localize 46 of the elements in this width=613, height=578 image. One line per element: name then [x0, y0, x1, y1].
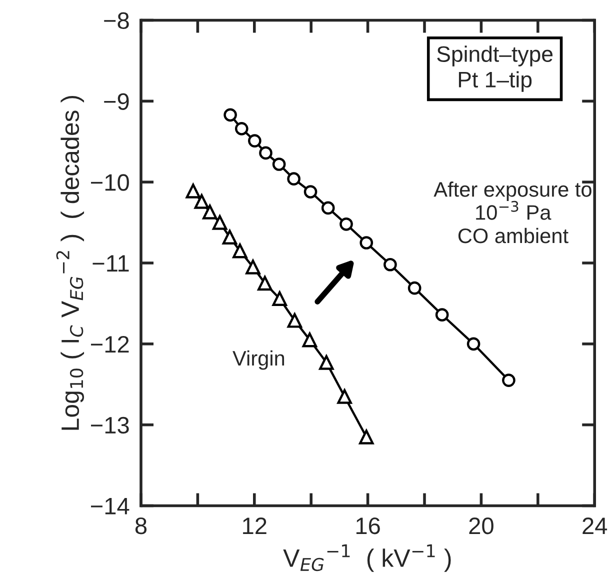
point: [272, 291, 287, 306]
point: [194, 194, 210, 209]
y-tick-label: −11: [92, 255, 129, 272]
point: [304, 185, 318, 198]
point: [248, 134, 262, 148]
y-tick-label: −12: [90, 336, 129, 352]
x-axis-title: V$_{EG}$$^{−1}$ ( kV$^{−1}$ ): [283, 544, 451, 572]
point: [435, 308, 449, 322]
point: [222, 230, 238, 244]
point: [258, 276, 272, 291]
x-tick-label: 8: [135, 517, 147, 534]
point: [287, 172, 300, 186]
y-axis-title: Log$_{10}$ ( I$_{C}$ V$_{EG}$$^{−2}$ ) ( decades ): [56, 96, 84, 430]
x-tick-label: 20: [469, 517, 494, 534]
point: [232, 243, 248, 258]
point: [360, 236, 374, 250]
point: [384, 258, 397, 272]
y-tick-label: −8: [104, 12, 129, 30]
y-tick-label: −13: [90, 416, 129, 434]
x-tick-label: 24: [582, 517, 608, 534]
point: [340, 217, 353, 231]
y-tick-label: −14: [90, 498, 130, 514]
point: [202, 204, 218, 220]
point: [246, 260, 260, 274]
point: [321, 201, 335, 215]
point: [224, 108, 237, 122]
x-tick-label: 16: [356, 517, 380, 534]
point: [212, 215, 228, 230]
point: [408, 281, 422, 295]
point: [259, 146, 272, 160]
x-tick-label: 12: [243, 517, 266, 534]
point: [466, 337, 480, 351]
point: [302, 332, 318, 348]
annotation: Spindt–type Pt 1–tip: [437, 46, 553, 92]
point: [186, 184, 201, 198]
series-label: Virgin: [232, 350, 284, 370]
y-tick-label: −9: [104, 93, 129, 110]
point: [287, 313, 302, 328]
text: After exposure to 10$^{−3}$ Pa CO ambient: [434, 182, 592, 244]
point: [319, 355, 334, 370]
point: [359, 430, 374, 444]
point: [337, 389, 352, 404]
point: [234, 122, 248, 136]
y-tick-label: −10: [90, 174, 129, 191]
point: [272, 158, 286, 171]
point: [502, 374, 516, 387]
